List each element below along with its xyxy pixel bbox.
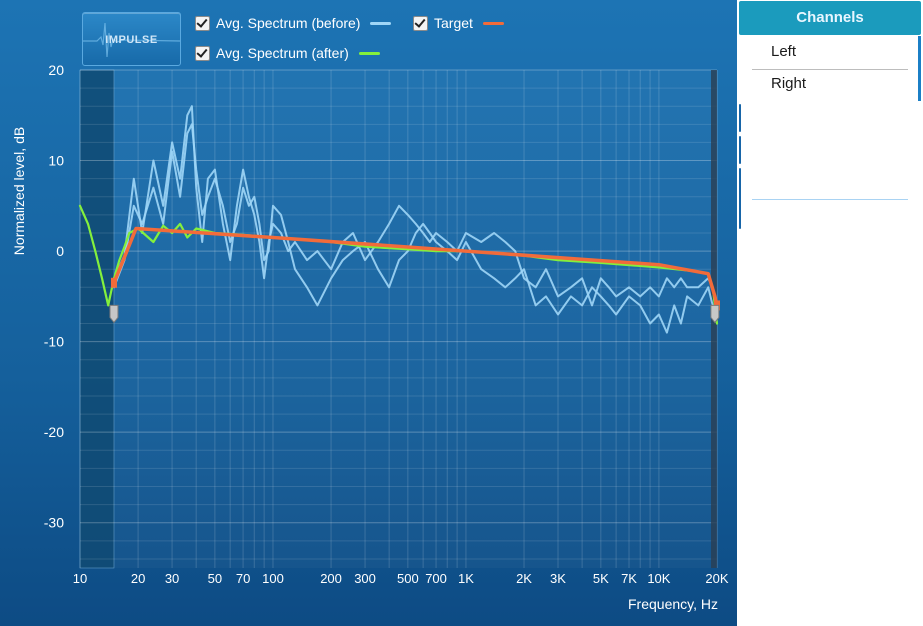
x-tick-label: 500: [397, 571, 419, 586]
x-tick-label: 10K: [647, 571, 670, 586]
channel-surround-group: [739, 168, 741, 229]
channel-left-surr[interactable]: Left Surr.: [771, 173, 832, 190]
legend-target: Target: [413, 14, 504, 32]
channel-group-front: [739, 36, 921, 101]
channel-right-surr[interactable]: Right Surr.: [771, 205, 842, 222]
y-tick-label: 20: [48, 62, 64, 78]
excluded-band: [79, 69, 115, 569]
y-axis-label: Normalized level, dB: [11, 127, 27, 255]
x-tick-label: 20: [131, 571, 145, 586]
x-tick-label: 2K: [516, 571, 532, 586]
legend-target-swatch: [482, 21, 504, 25]
x-axis-label: Frequency, Hz: [628, 596, 718, 612]
y-tick-label: -30: [44, 515, 64, 531]
target-handle-low: [110, 277, 117, 288]
y-tick-label: -10: [44, 334, 64, 350]
impulse-wave-icon: [83, 22, 180, 58]
plot-area: [80, 70, 717, 568]
channel-right[interactable]: Right: [771, 75, 807, 92]
x-tick-label: 70: [236, 571, 250, 586]
legend-after-swatch: [358, 51, 380, 55]
target-checkbox[interactable]: [413, 15, 428, 31]
impulse-button[interactable]: IMPULSE: [82, 12, 181, 66]
before-checkbox[interactable]: [195, 15, 210, 31]
x-tick-label: 7K: [621, 571, 637, 586]
x-tick-label: 10: [73, 571, 87, 586]
legend-before-label: Avg. Spectrum (before): [216, 15, 361, 31]
series-line: [113, 105, 718, 316]
y-tick-label: 10: [48, 153, 64, 169]
x-tick-label: 1K: [458, 571, 474, 586]
x-tick-label: 20K: [705, 571, 728, 586]
channel-left[interactable]: Left: [771, 43, 797, 60]
channels-header: Channels: [739, 1, 921, 35]
series-line: [112, 226, 719, 308]
impulse-button-label: IMPULSE: [105, 34, 158, 46]
separator: [752, 199, 908, 200]
legend-after: Avg. Spectrum (after): [195, 44, 380, 62]
legend-before-swatch: [370, 21, 392, 25]
x-tick-label: 50: [208, 571, 222, 586]
x-tick-label: 700: [425, 571, 447, 586]
x-tick-label: 300: [354, 571, 376, 586]
channel-center-label[interactable]: Center: [771, 108, 817, 125]
low-limit-marker: [109, 304, 119, 324]
y-tick-label: -20: [44, 424, 64, 440]
channel-subwoofer-button[interactable]: [739, 136, 741, 164]
chart-panel: 20 10 0 -10 -20 -30 10 20 30 50 70 100 200 300 500 700 1…: [0, 0, 737, 626]
series-line: [113, 123, 718, 334]
after-checkbox[interactable]: [195, 45, 210, 61]
x-tick-label: 5K: [593, 571, 609, 586]
x-tick-label: 200: [320, 571, 342, 586]
legend-before: Avg. Spectrum (before): [195, 14, 392, 32]
channel-subwoofer-label[interactable]: Subwoofer: [771, 140, 843, 157]
separator: [752, 69, 908, 70]
y-tick-label: 0: [56, 243, 64, 259]
x-tick-label: 3K: [550, 571, 566, 586]
legend-target-label: Target: [434, 15, 473, 31]
x-tick-label: 30: [165, 571, 179, 586]
channel-center-button[interactable]: [739, 104, 741, 132]
legend-after-label: Avg. Spectrum (after): [216, 45, 349, 61]
high-limit-marker: [710, 304, 720, 324]
x-tick-label: 100: [262, 571, 284, 586]
